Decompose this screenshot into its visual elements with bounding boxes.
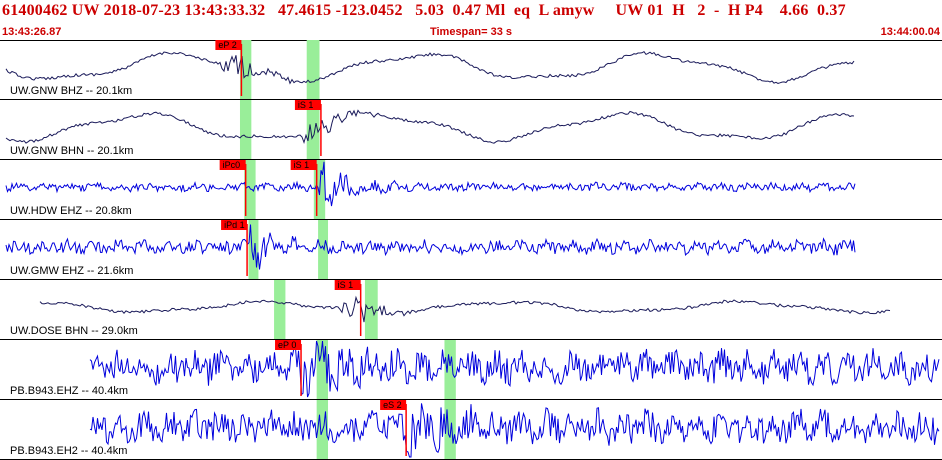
phase-window <box>316 340 329 399</box>
pick-label: iS 1 <box>298 100 314 110</box>
phase-window <box>306 100 320 159</box>
phase-window <box>318 220 329 279</box>
event-summary: 61400462 UW 2018-07-23 13:43:33.32 47.46… <box>2 2 846 19</box>
phase-window <box>364 280 378 339</box>
pick-label: iS 1 <box>338 280 354 290</box>
pick-label-box[interactable] <box>221 220 248 230</box>
pick-label: eP 0 <box>278 340 296 350</box>
phase-window <box>444 340 456 399</box>
station-label: UW.DOSE BHN -- 29.0km <box>10 325 138 337</box>
phase-window <box>244 160 256 219</box>
pick-label: iPd 1 <box>224 220 245 230</box>
pick-label: iS 1 <box>294 160 310 170</box>
pick-label: eS 2 <box>383 400 402 410</box>
trace-panel[interactable]: iPd 1 UW.GMW EHZ -- 21.6km <box>0 220 942 280</box>
station-label: UW.GNW BHZ -- 20.1km <box>10 85 133 97</box>
waveform-line <box>5 51 855 85</box>
start-time: 13:43:26.87 <box>2 26 62 38</box>
trace-panel[interactable]: iS 1 UW.DOSE BHN -- 29.0km <box>0 280 942 340</box>
pick-label-box[interactable] <box>334 280 361 290</box>
trace-plot: iPd 1 <box>5 220 856 279</box>
waveform-line <box>5 161 856 207</box>
phase-window <box>274 280 286 339</box>
waveform-line <box>39 295 891 323</box>
waveform-line <box>89 340 940 398</box>
pick-label-box[interactable] <box>294 100 321 110</box>
phase-window <box>239 40 252 99</box>
trace-plot: iPc0 iS 1 <box>5 160 856 219</box>
station-label: UW.HDW EHZ -- 20.8km <box>10 205 132 217</box>
pick-label-box[interactable] <box>215 40 242 50</box>
pick-label-box[interactable] <box>380 400 407 410</box>
end-time: 13:44:00.04 <box>880 26 940 38</box>
trace-panel[interactable]: iPc0 iS 1 UW.HDW EHZ -- 20.8km <box>0 160 942 220</box>
trace-plot: eP 2 <box>5 40 855 99</box>
pick-label: eP 2 <box>218 40 236 50</box>
phase-window <box>306 40 320 99</box>
trace-panel[interactable]: eP 0 PB.B943.EHZ -- 40.4km <box>0 340 942 400</box>
trace-panel[interactable]: iS 1 UW.GNW BHN -- 20.1km <box>0 100 942 160</box>
phase-window <box>248 220 259 279</box>
trace-panel[interactable]: eS 2 PB.B943.EH2 -- 40.4km <box>0 400 942 460</box>
phase-window <box>239 100 252 159</box>
trace-plot: iS 1 <box>39 280 891 339</box>
waveform-line <box>89 403 940 458</box>
pick-label-box[interactable] <box>219 160 246 170</box>
station-label: UW.GMW EHZ -- 21.6km <box>10 265 134 277</box>
waveform-line <box>5 109 855 145</box>
station-label: PB.B943.EHZ -- 40.4km <box>10 385 128 397</box>
pick-label-box[interactable] <box>290 160 317 170</box>
pick-label-box[interactable] <box>275 340 302 350</box>
seismogram-panels: eP 2 UW.GNW BHZ -- 20.1km iS 1 UW.GNW BHN -… <box>0 40 942 460</box>
phase-window <box>444 400 456 459</box>
station-label: UW.GNW BHN -- 20.1km <box>10 145 134 157</box>
trace-plot: iS 1 <box>5 100 855 159</box>
trace-panel[interactable]: eP 2 UW.GNW BHZ -- 20.1km <box>0 40 942 100</box>
trace-plot: eS 2 <box>89 400 940 459</box>
waveform-line <box>5 224 856 270</box>
station-label: PB.B943.EH2 -- 40.4km <box>10 445 128 457</box>
trace-plot: eP 0 <box>89 340 940 399</box>
pick-label: iPc0 <box>223 160 241 170</box>
event-header: 61400462 UW 2018-07-23 13:43:33.32 47.46… <box>0 0 942 41</box>
timespan-label: Timespan= 33 s <box>429 26 513 38</box>
